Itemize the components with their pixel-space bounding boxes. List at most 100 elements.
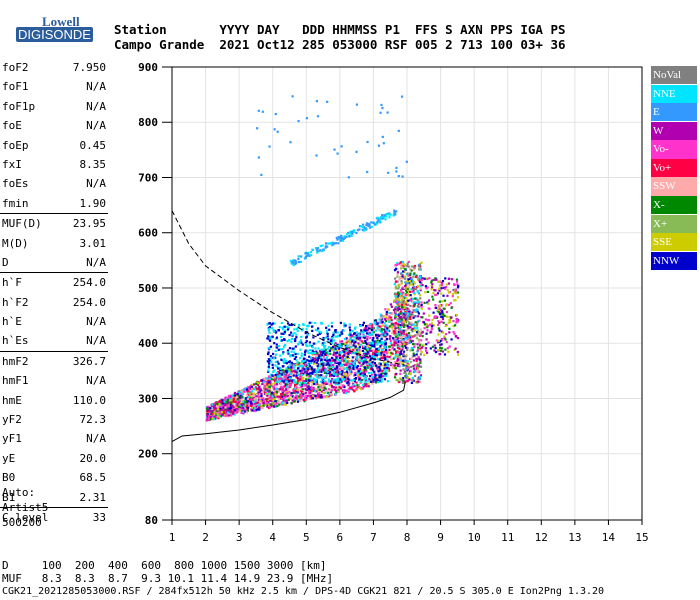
echo-point xyxy=(341,332,344,335)
echo-point xyxy=(297,396,301,399)
echo-point xyxy=(382,333,385,336)
echo-point xyxy=(404,268,407,271)
echo-point xyxy=(412,302,415,305)
echo-point xyxy=(415,274,418,277)
echo-point xyxy=(390,358,393,361)
echo-point xyxy=(351,232,354,235)
echo-point xyxy=(289,393,292,397)
echo-point xyxy=(225,398,228,401)
echo-point xyxy=(307,251,310,255)
echo-point xyxy=(418,263,422,266)
echo-point xyxy=(339,352,342,355)
echo-point xyxy=(408,294,411,297)
echo-point xyxy=(349,351,352,355)
echo-point xyxy=(392,330,395,333)
echo-point xyxy=(297,373,301,376)
echo-point xyxy=(328,384,331,387)
echo-point xyxy=(279,348,282,351)
echo-point xyxy=(282,402,286,405)
echo-point xyxy=(433,315,436,318)
echo-point xyxy=(333,349,336,352)
echo-point xyxy=(237,391,240,394)
echo-point xyxy=(406,310,409,313)
echo-point xyxy=(268,383,271,387)
echo-point xyxy=(257,386,260,390)
echo-point xyxy=(403,275,407,278)
echo-point xyxy=(288,323,291,327)
echo-point xyxy=(404,316,408,319)
echo-point xyxy=(424,318,427,321)
param-key: fmin xyxy=(2,196,29,210)
param-row: h`F2 254.0 xyxy=(0,293,108,312)
param-row: fxI 8.35 xyxy=(0,155,108,174)
echo-point xyxy=(279,392,283,396)
echo-point xyxy=(441,311,444,314)
echo-point xyxy=(328,328,331,331)
echo-point xyxy=(381,351,384,354)
param-key: foEs xyxy=(2,177,29,191)
echo-point xyxy=(315,354,318,358)
echo-point xyxy=(396,280,399,283)
echo-point xyxy=(306,363,310,366)
echo-point xyxy=(371,364,374,367)
echo-point xyxy=(320,394,323,397)
echo-point xyxy=(255,389,258,392)
echo-point xyxy=(380,316,383,319)
echo-point xyxy=(242,388,245,392)
echo-point xyxy=(324,395,327,398)
echo-point xyxy=(321,244,324,247)
echo-point xyxy=(336,361,339,365)
echo-point xyxy=(358,348,361,351)
echo-point xyxy=(437,323,440,327)
echo-point xyxy=(419,347,422,350)
echo-point xyxy=(364,381,367,384)
echo-point xyxy=(442,307,445,310)
echo-point xyxy=(377,380,380,384)
echo-point xyxy=(399,263,402,267)
echo-point xyxy=(400,298,403,302)
echo-point xyxy=(345,390,348,393)
echo-point xyxy=(236,409,239,412)
param-row: h`Es N/A xyxy=(0,331,108,350)
echo-point xyxy=(393,317,397,320)
echo-point xyxy=(295,390,298,393)
echo-point xyxy=(315,387,318,391)
echo-point xyxy=(405,290,409,294)
echo-point xyxy=(390,351,393,354)
echo-point xyxy=(281,370,284,373)
echo-point xyxy=(306,394,309,398)
echo-point xyxy=(343,357,347,360)
echo-point xyxy=(411,283,415,286)
echo-point xyxy=(226,412,229,415)
param-separator xyxy=(0,506,108,508)
echo-point xyxy=(402,299,405,302)
echo-point xyxy=(412,359,415,362)
echo-point xyxy=(224,408,227,412)
echo-point xyxy=(308,389,312,392)
echo-point xyxy=(394,330,397,333)
echo-point xyxy=(244,400,247,403)
echo-point xyxy=(246,391,250,394)
echo-point xyxy=(319,368,322,372)
echo-point xyxy=(417,363,420,366)
param-key: yE xyxy=(2,451,16,465)
echo-point xyxy=(383,214,386,217)
echo-point xyxy=(413,324,416,327)
echo-point xyxy=(396,309,400,312)
echo-point xyxy=(345,367,348,370)
echo-point xyxy=(336,366,339,369)
echo-point xyxy=(273,322,276,325)
echo-point xyxy=(330,325,334,328)
echo-point xyxy=(300,365,304,368)
echo-point xyxy=(248,396,252,399)
echo-point xyxy=(313,353,317,356)
echo-point xyxy=(414,275,417,279)
echo-point xyxy=(389,213,392,216)
echo-point xyxy=(277,362,280,365)
echo-point xyxy=(451,295,454,298)
echo-point xyxy=(285,380,288,383)
echo-point xyxy=(264,388,267,391)
echo-point xyxy=(294,387,297,391)
echo-point xyxy=(314,328,317,331)
echo-point xyxy=(293,323,296,326)
